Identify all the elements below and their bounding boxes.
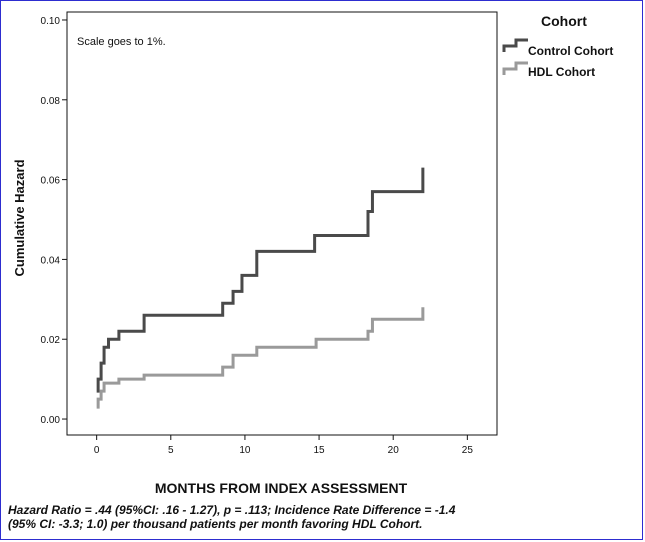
x-tick-label: 15 <box>314 445 326 456</box>
legend: Cohort Control Cohort HDL Cohort <box>502 13 613 79</box>
legend-label-hdl: HDL Cohort <box>528 65 595 79</box>
legend-label-control: Control Cohort <box>528 44 613 58</box>
legend-title: Cohort <box>541 13 587 29</box>
x-axis-title: MONTHS FROM INDEX ASSESSMENT <box>155 480 408 496</box>
footnote-line-1: Hazard Ratio = .44 (95%CI: .16 - 1.27), … <box>8 503 456 517</box>
plot-area <box>66 11 498 436</box>
footnote-line-2: (95% CI: -3.3; 1.0) per thousand patient… <box>8 517 423 531</box>
x-tick-label: 0 <box>94 445 100 456</box>
y-tick-label: 0.00 <box>41 415 61 426</box>
x-tick-label: 5 <box>168 445 174 456</box>
control-cohort-line <box>96 167 425 393</box>
x-axis-ticks: 0 5 10 15 20 25 <box>94 435 473 456</box>
cumulative-hazard-chart: 0.00 0.02 0.04 0.06 0.08 0.10 0 5 10 15 20 25 Scal… <box>12 11 613 496</box>
x-tick-label: 25 <box>462 445 474 456</box>
y-tick-label: 0.06 <box>41 176 61 187</box>
y-tick-label: 0.10 <box>41 16 61 27</box>
y-tick-label: 0.04 <box>41 255 61 266</box>
hdl-cohort-line <box>96 307 425 409</box>
y-tick-label: 0.08 <box>41 96 61 107</box>
legend-swatch-control <box>502 38 528 52</box>
legend-swatch-hdl <box>502 61 528 75</box>
series-lines <box>96 167 425 409</box>
hazard-ratio-footnote: Hazard Ratio = .44 (95%CI: .16 - 1.27), … <box>8 503 638 531</box>
x-tick-label: 10 <box>239 445 251 456</box>
chart-annotation: Scale goes to 1%. <box>77 36 166 48</box>
x-tick-label: 20 <box>388 445 400 456</box>
y-axis-title: Cumulative Hazard <box>12 159 27 276</box>
y-axis-ticks: 0.00 0.02 0.04 0.06 0.08 0.10 <box>41 16 67 426</box>
y-tick-label: 0.02 <box>41 335 61 346</box>
